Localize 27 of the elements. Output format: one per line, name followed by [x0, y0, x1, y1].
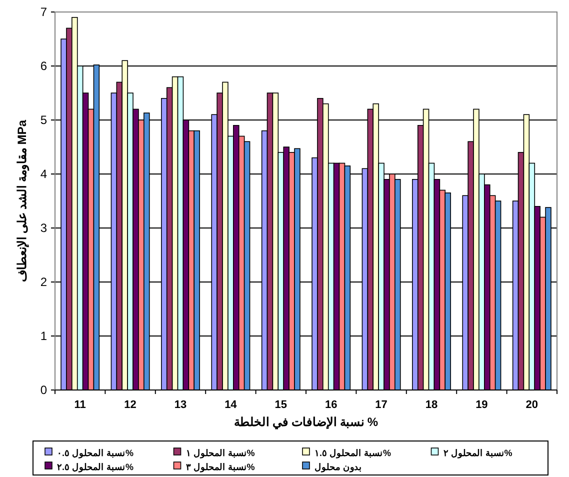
x-tick-label: 20 [526, 399, 538, 411]
x-tick-label: 18 [425, 399, 438, 411]
x-tick-label: 14 [224, 399, 238, 411]
legend-label: نسبة المحلول ٣% [186, 462, 255, 473]
y-tick-label: 0 [40, 383, 48, 397]
legend-label: نسبة المحلول ٢% [443, 448, 512, 459]
y-tick-label: 1 [40, 329, 48, 343]
y-tick-label: 7 [40, 5, 48, 19]
y-tick-label: 4 [40, 167, 48, 181]
y-tick-label: 6 [40, 59, 48, 73]
y-tick-label: 2 [40, 275, 48, 289]
x-tick-label: 12 [124, 399, 136, 411]
x-tick-label: 17 [375, 399, 388, 411]
x-tick-label: 13 [174, 399, 187, 411]
x-tick-label: 19 [476, 399, 488, 411]
x-tick-label: 15 [274, 399, 288, 411]
legend-label: نسبة المحلول ٢.٥% [57, 462, 134, 473]
legend-label: بدون محلول [314, 462, 362, 473]
legend-label: نسبة المحلول ٠.٥% [57, 448, 134, 459]
x-tick-label: 11 [74, 399, 86, 411]
y-tick-label: 3 [40, 221, 48, 235]
legend-label: نسبة المحلول ١% [186, 448, 255, 459]
legend-label: نسبة المحلول ١.٥% [314, 448, 392, 459]
x-axis-title: نسبة الإضافات في الخلطة % [234, 415, 378, 430]
y-axis-title: مقاومة الشد على الإنعطاف MPa [15, 120, 30, 282]
x-tick-label: 16 [324, 399, 338, 411]
y-tick-label: 5 [40, 113, 48, 127]
